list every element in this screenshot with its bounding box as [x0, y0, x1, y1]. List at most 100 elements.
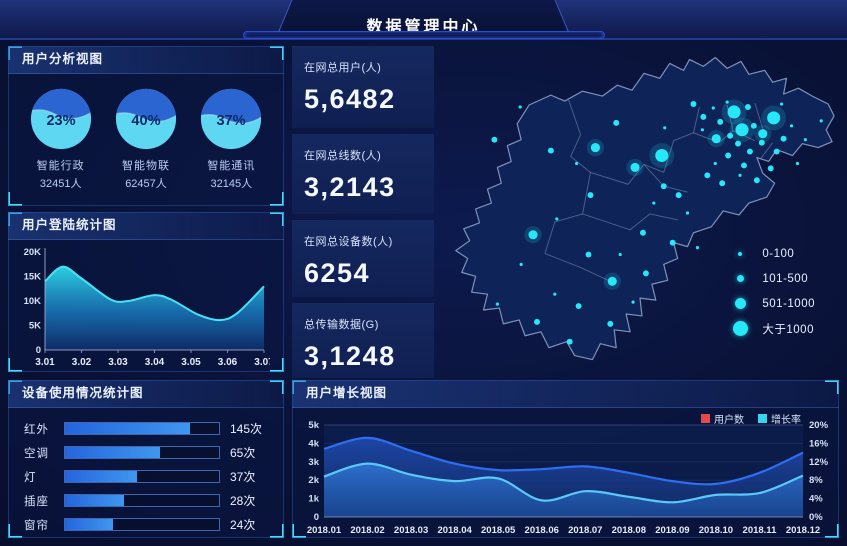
map-legend-label: 大于1000	[762, 323, 814, 336]
stat-label: 在网总线数(人)	[304, 150, 382, 162]
svg-text:2018.03: 2018.03	[394, 525, 428, 536]
device-name: 窗帘	[24, 519, 49, 532]
header: 数据管理中心	[0, 0, 847, 40]
device-name: 空调	[24, 447, 49, 460]
bar-fill	[65, 447, 161, 458]
svg-text:4k: 4k	[308, 438, 319, 449]
device-bar-row[interactable]: 灯 37次	[24, 468, 270, 485]
svg-text:16%: 16%	[809, 438, 829, 449]
map-legend-label: 0-100	[762, 247, 795, 260]
svg-text:0: 0	[314, 512, 319, 523]
legend-swatch	[701, 414, 710, 423]
svg-text:3.06: 3.06	[218, 357, 238, 368]
map-legend-dot-icon	[730, 298, 750, 309]
liquid-circle[interactable]: 23% 智能行政 32451人	[22, 86, 100, 191]
stat-label: 在网总设备数(人)	[304, 236, 393, 248]
svg-text:3k: 3k	[308, 457, 319, 468]
svg-text:20K: 20K	[24, 247, 42, 258]
stat-card-total-users: 在网总用户(人) 5,6482	[292, 46, 434, 128]
province-map[interactable]	[434, 42, 843, 376]
map-legend-label: 101-500	[762, 272, 809, 285]
svg-text:1k: 1k	[308, 494, 319, 505]
device-name: 插座	[24, 495, 49, 508]
stat-value: 3,1248	[304, 341, 396, 371]
device-bar-row[interactable]: 红外 145次	[24, 420, 270, 437]
stat-card-total-devices: 在网总设备数(人) 6254	[292, 220, 434, 297]
map-legend-row: 0-100	[730, 241, 815, 266]
map-legend-dot-icon	[730, 275, 750, 282]
header-underline-decoration	[242, 31, 605, 39]
legend-item[interactable]: 用户数	[701, 411, 744, 426]
device-bar-row[interactable]: 窗帘 24次	[24, 516, 270, 533]
stat-value: 3,2143	[304, 172, 396, 202]
svg-text:2018.11: 2018.11	[743, 525, 778, 536]
svg-text:3.07: 3.07	[254, 357, 270, 368]
device-count: 28次	[230, 494, 256, 508]
svg-text:10K: 10K	[24, 296, 42, 307]
bar-track	[64, 518, 220, 531]
growth-chart-legend[interactable]: 用户数 增长率	[701, 411, 801, 426]
panel-title-login-stats: 用户登陆统计图	[8, 212, 284, 240]
login-area-chart[interactable]: 0 5K 10K 15K 20K 3.01 3.02 3.03 3.04 3.05 3.06 3.07	[18, 242, 270, 372]
svg-text:15K: 15K	[24, 272, 42, 283]
svg-text:5K: 5K	[29, 321, 41, 332]
svg-text:2018.02: 2018.02	[350, 525, 384, 536]
svg-text:0%: 0%	[809, 512, 823, 523]
svg-text:2018.09: 2018.09	[655, 525, 689, 536]
stat-card-total-data: 总传输数据(G) 3,1248	[292, 303, 434, 378]
growth-area-chart[interactable]: 0 1k 2k 3k 4k 5k 0% 4% 8% 12% 16% 20% 2018.01 2018.02…	[294, 413, 837, 539]
device-bar-row[interactable]: 插座 28次	[24, 492, 270, 509]
stat-value: 5,6482	[304, 84, 396, 114]
bar-fill	[65, 423, 190, 434]
circle-count: 32145人	[210, 178, 253, 190]
svg-text:8%: 8%	[809, 475, 823, 486]
map-region: 0-100 101-500 501-1000 大于1000	[434, 42, 843, 376]
map-legend-row: 101-500	[730, 266, 815, 291]
map-legend-row: 501-1000	[730, 291, 815, 316]
map-legend-dot-icon	[730, 321, 750, 336]
panel-title-device-usage: 设备使用情况统计图	[8, 380, 284, 408]
bar-track	[64, 422, 220, 435]
panel-title-user-analysis: 用户分析视图	[8, 46, 284, 74]
panel-device-usage: 设备使用情况统计图 红外 145次空调 65次灯 37次插座 28次窗帘 24次	[8, 380, 284, 538]
svg-text:37%: 37%	[217, 113, 246, 129]
svg-text:23%: 23%	[46, 113, 75, 129]
svg-text:20%: 20%	[809, 420, 829, 431]
bar-fill	[65, 495, 124, 506]
circle-label: 智能通讯	[207, 160, 256, 172]
map-legend: 0-100 101-500 501-1000 大于1000	[730, 241, 815, 341]
device-name: 红外	[24, 423, 49, 436]
panel-login-stats: 用户登陆统计图 0 5K 10K 15K 20K 3.01 3.02 3.03 3.04 3.05…	[8, 212, 284, 372]
panel-user-growth: 用户增长视图 用户数 增长率 0 1k 2k 3k 4k 5k 0% 4% 8% 12% 16% 20%…	[292, 380, 839, 538]
svg-text:2018.08: 2018.08	[612, 525, 646, 536]
svg-text:3.05: 3.05	[181, 357, 201, 368]
device-count: 37次	[230, 470, 256, 484]
stat-label: 在网总用户(人)	[304, 62, 382, 74]
device-bar-row[interactable]: 空调 65次	[24, 444, 270, 461]
liquid-circle[interactable]: 37% 智能通讯 32145人	[192, 86, 270, 191]
device-bar-chart[interactable]: 红外 145次空调 65次灯 37次插座 28次窗帘 24次	[8, 408, 284, 533]
svg-text:0: 0	[36, 345, 41, 356]
device-count: 24次	[230, 518, 256, 532]
device-count: 65次	[230, 446, 256, 460]
svg-text:2018.06: 2018.06	[525, 525, 559, 536]
svg-text:3.04: 3.04	[145, 357, 165, 368]
svg-text:3.03: 3.03	[108, 357, 128, 368]
bar-track	[64, 446, 220, 459]
legend-item[interactable]: 增长率	[758, 411, 801, 426]
map-legend-label: 501-1000	[762, 297, 815, 310]
circle-label: 智能行政	[36, 160, 85, 172]
liquid-circle[interactable]: 40% 智能物联 62457人	[107, 86, 185, 191]
svg-text:2018.12: 2018.12	[786, 525, 820, 536]
header-title-plate-inner	[280, 0, 568, 31]
circle-count: 62457人	[125, 178, 167, 190]
svg-text:40%: 40%	[131, 113, 160, 129]
svg-text:2018.07: 2018.07	[568, 525, 602, 536]
liquid-circles-group: 23% 智能行政 32451人 40% 智能物联 62457人 37% 智能通讯 32145人	[8, 74, 284, 191]
svg-text:4%: 4%	[809, 494, 823, 505]
svg-text:3.02: 3.02	[72, 357, 92, 368]
svg-text:12%: 12%	[809, 457, 829, 468]
svg-text:2018.05: 2018.05	[481, 525, 516, 536]
bar-track	[64, 470, 220, 483]
